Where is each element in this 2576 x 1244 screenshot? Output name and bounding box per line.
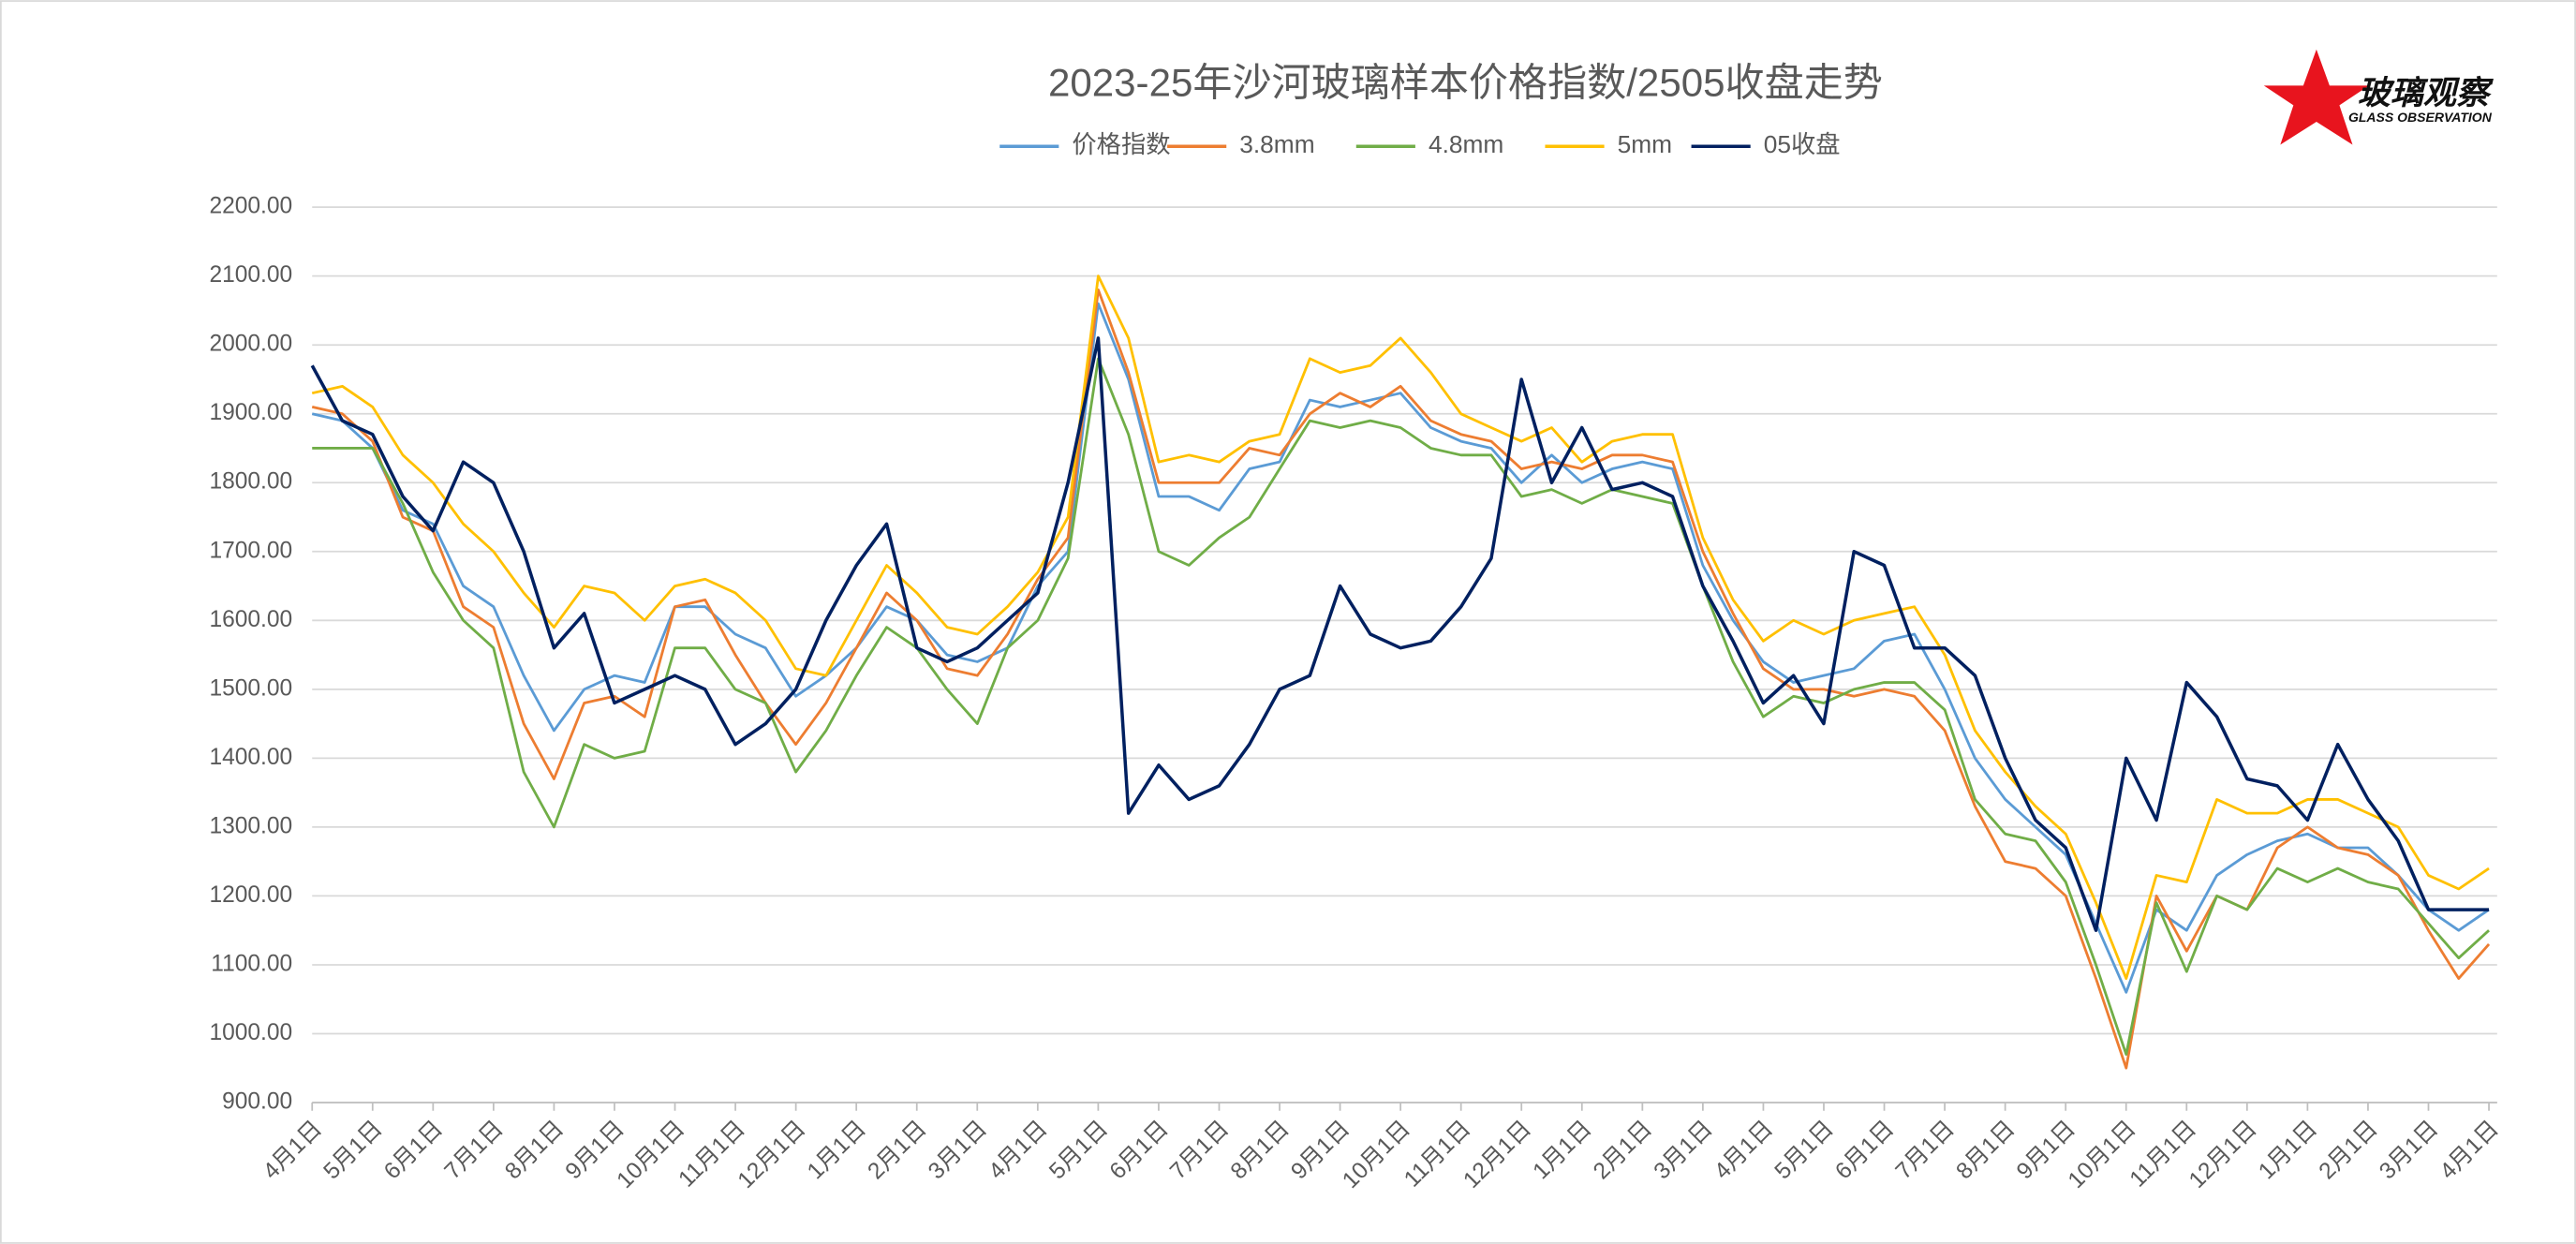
legend-item: 05收盘 [1691,130,1841,158]
y-tick-label: 2000.00 [209,332,292,357]
y-tick-label: 2100.00 [209,262,292,288]
y-tick-label: 1300.00 [209,813,292,838]
legend-item: 价格指数 [999,130,1171,158]
logo-name: 玻璃观察 [2358,75,2494,111]
y-tick-label: 1200.00 [209,882,292,908]
legend-item: 5mm [1545,130,1672,158]
series-line [310,336,2490,932]
legend-label: 5mm [1618,130,1672,158]
series-line [312,357,2490,1057]
legend-item: 4.8mm [1355,130,1503,158]
logo-star [2263,49,2370,145]
logo-subtitle: GLASS OBSERVATION [2348,110,2493,125]
legend-label: 05收盘 [1764,130,1841,158]
y-tick-label: 2200.00 [209,194,292,219]
legend-label: 价格指数 [1072,130,1170,158]
chart-title: 2023-25年沙河玻璃样本价格指数/2505收盘走势 [1048,61,1883,105]
series-line [311,288,2491,1070]
y-tick-label: 1500.00 [209,675,292,701]
y-tick-label: 1000.00 [209,1020,292,1045]
legend-item: 3.8mm [1167,130,1315,158]
logo: 玻璃观察 GLASS OBSERVATION [2263,49,2494,145]
y-tick-label: 900.00 [222,1088,292,1114]
y-tick-label: 1400.00 [209,745,292,770]
y-tick-label: 1900.00 [209,400,292,425]
y-tick-label: 1100.00 [211,951,292,976]
series-line [311,274,2490,980]
legend-label: 4.8mm [1429,130,1503,158]
legend-label: 3.8mm [1239,130,1314,158]
y-tick-label: 1600.00 [209,607,292,632]
y-tick-label: 1700.00 [209,538,292,563]
y-tick-label: 1800.00 [209,469,292,495]
